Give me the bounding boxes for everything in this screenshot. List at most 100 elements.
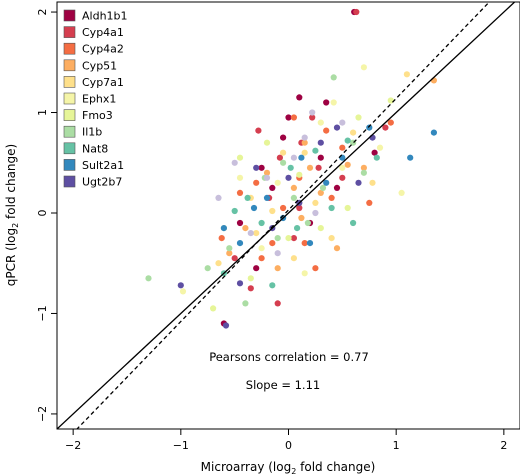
data-point (290, 114, 297, 121)
data-point (317, 119, 324, 126)
data-point (339, 119, 346, 126)
data-point (317, 154, 324, 161)
data-point (231, 255, 238, 262)
points-layer (145, 8, 437, 329)
data-point (215, 260, 222, 267)
data-point (315, 164, 322, 171)
legend-swatch (63, 76, 76, 88)
data-point (263, 174, 271, 181)
data-point (430, 77, 437, 84)
legend-swatch (63, 42, 76, 55)
data-point (339, 174, 346, 181)
data-point (333, 124, 341, 131)
data-point (236, 219, 244, 227)
data-point (274, 179, 281, 186)
data-point (280, 159, 287, 166)
data-point (353, 8, 360, 16)
data-point (328, 194, 335, 201)
data-point (290, 184, 297, 191)
data-point (328, 204, 335, 212)
data-point (231, 207, 238, 215)
data-point (309, 109, 316, 116)
legend-item: Ephx1 (63, 92, 116, 106)
data-point (333, 184, 341, 191)
legend-swatch (63, 125, 76, 138)
data-point (328, 235, 335, 242)
y-tick-label: 1 (36, 109, 49, 116)
y-axis: −2 −1 0 1 2 (36, 9, 57, 422)
data-point (258, 219, 265, 227)
legend-label: Fmo3 (82, 109, 113, 122)
legend-swatch (63, 92, 76, 105)
data-point (333, 245, 341, 252)
legend-item: Cyp7a1 (63, 76, 124, 89)
data-point (177, 282, 184, 289)
slope-annotation: Slope = 1.11 (246, 378, 320, 392)
data-point (306, 240, 314, 247)
legend-item: Ugt2b7 (63, 175, 122, 189)
y-tick-label: −2 (36, 406, 49, 422)
legend-label: Cyp4a2 (82, 43, 124, 56)
data-point (407, 154, 414, 161)
data-point (250, 204, 258, 212)
y-tick-label: 2 (36, 9, 49, 16)
data-point (236, 240, 244, 247)
data-point (355, 114, 362, 121)
legend-swatch (63, 175, 76, 188)
legend-item: Il1b (63, 125, 102, 139)
legend-item: Cyp4a2 (63, 42, 124, 56)
data-point (269, 240, 276, 247)
x-tick-label: 1 (393, 439, 400, 452)
data-point (231, 159, 238, 166)
x-axis: −2 −1 0 1 2 (65, 429, 507, 452)
data-point (430, 129, 437, 136)
data-point (344, 161, 351, 168)
legend-swatch (63, 9, 76, 22)
data-point (269, 282, 276, 289)
y-tick-label: 0 (36, 209, 49, 216)
data-point (330, 74, 337, 81)
data-point (306, 164, 314, 171)
legend-item: Cyp4a1 (63, 26, 124, 39)
data-point (263, 139, 271, 146)
data-point (215, 194, 222, 201)
legend-item: Fmo3 (63, 109, 113, 122)
data-point (317, 225, 324, 232)
data-point (317, 139, 324, 146)
data-point (236, 189, 244, 196)
data-point (301, 139, 308, 146)
data-point (312, 209, 319, 217)
data-point (360, 164, 367, 171)
data-point (204, 265, 211, 272)
x-axis-title: Microarray (log2 fold change) (201, 460, 376, 476)
data-point (317, 189, 324, 196)
data-point (290, 255, 297, 262)
data-point (236, 174, 244, 181)
data-point (403, 71, 410, 78)
x-tick-label: −1 (173, 439, 189, 452)
data-point (373, 154, 380, 161)
legend-label: Cyp51 (82, 59, 117, 72)
legend-swatch (63, 142, 76, 155)
data-point (242, 225, 249, 232)
data-point (371, 149, 378, 156)
data-point (285, 114, 292, 121)
legend-label: Sult2a1 (82, 159, 124, 172)
x-tick-label: −2 (65, 439, 81, 452)
data-point (263, 194, 271, 201)
data-point (382, 124, 389, 131)
data-point (301, 240, 308, 247)
data-point (298, 154, 305, 161)
regression-line (76, 2, 491, 429)
legend-swatch (63, 109, 76, 121)
legend-swatch (63, 159, 76, 171)
data-point (350, 129, 357, 136)
legend-label: Il1b (82, 126, 102, 139)
data-point (145, 275, 152, 282)
data-point (312, 199, 319, 206)
data-point (312, 265, 319, 272)
data-point (323, 179, 330, 186)
data-point (280, 134, 287, 141)
legend: Aldh1b1 Cyp4a1 Cyp4a2 Cyp51 Cyp7a1 Ephx1 Fmo3 I… (63, 9, 128, 189)
data-point (220, 225, 227, 232)
